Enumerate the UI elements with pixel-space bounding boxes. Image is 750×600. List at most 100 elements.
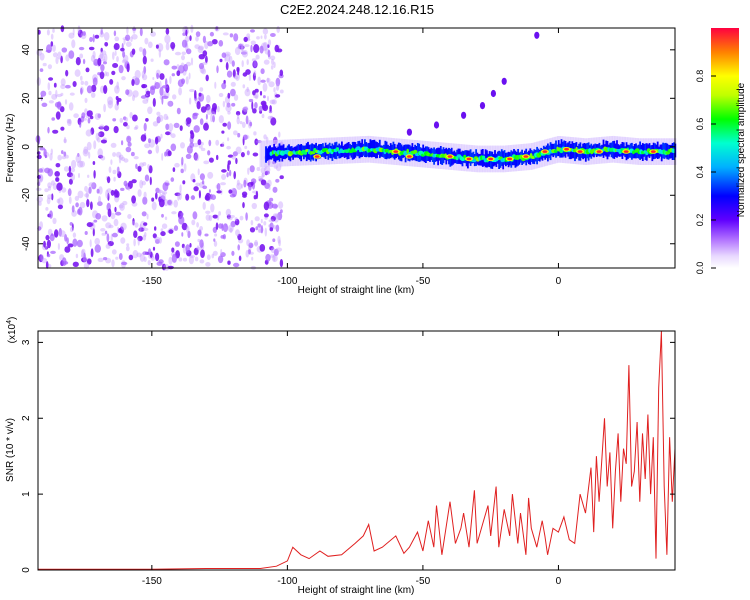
noise-cell [61, 47, 68, 53]
noise-cell [100, 155, 106, 161]
noise-cell [227, 260, 231, 265]
noise-cell [67, 188, 72, 197]
spectrogram-ticks: -150 -100 -50 0 -40 -20 0 20 40 [21, 28, 675, 287]
noise-cell [260, 79, 266, 83]
noise-cell [132, 250, 139, 259]
noise-cell [246, 59, 249, 66]
noise-cell [231, 155, 236, 160]
noise-cell [235, 111, 241, 116]
noise-cell [188, 97, 192, 105]
noise-cell [92, 50, 96, 59]
noise-cell [264, 34, 267, 40]
noise-cell [44, 167, 51, 174]
noise-cell [222, 122, 227, 127]
noise-cell [39, 68, 44, 72]
band-cell [372, 140, 374, 157]
noise-cell [47, 186, 52, 191]
noise-cell [253, 60, 257, 68]
noise-cell [141, 84, 146, 89]
noise-cell [227, 121, 232, 130]
noise-cell [268, 219, 275, 223]
noise-cell [57, 51, 62, 60]
noise-cell [111, 259, 115, 268]
noise-cell [57, 243, 61, 250]
noise-cell [144, 143, 151, 149]
noise-cell [211, 39, 218, 45]
noise-cell [79, 160, 85, 168]
noise-cell [77, 160, 84, 168]
noise-cell [151, 201, 157, 211]
band-hotspot [466, 157, 472, 161]
noise-cell [246, 86, 249, 93]
noise-cell [101, 232, 107, 236]
noise-cell [217, 214, 220, 221]
noise-cell [241, 46, 244, 54]
band-hotspot [542, 150, 548, 153]
noise-cell [165, 42, 170, 51]
noise-cell [221, 52, 227, 58]
noise-cell [176, 70, 181, 77]
noise-cell [275, 83, 280, 91]
noise-cell [241, 191, 248, 197]
noise-cell [101, 215, 108, 222]
band-hotspot [623, 150, 629, 153]
noise-cell [84, 193, 89, 198]
noise-cell [270, 65, 274, 70]
snr-series-line [38, 330, 676, 570]
noise-cell [125, 89, 130, 96]
noise-cell [222, 223, 229, 233]
snr-xlabel: Height of straight line (km) [298, 585, 415, 596]
noise-cell [200, 106, 207, 113]
noise-cell [86, 85, 93, 94]
noise-cell [203, 122, 209, 131]
noise-cell [141, 180, 146, 186]
noise-cell [84, 185, 88, 192]
noise-cell [165, 182, 170, 186]
noise-cell [199, 239, 204, 249]
snr-frame [37, 330, 676, 571]
noise-cell [112, 169, 117, 175]
noise-cell [226, 172, 229, 178]
noise-cell [139, 253, 145, 262]
noise-cell [137, 165, 142, 172]
noise-cell [75, 253, 79, 259]
noise-cell [69, 222, 73, 226]
noise-cell [178, 215, 185, 225]
noise-cell [66, 172, 74, 178]
noise-cell [97, 57, 102, 67]
noise-cell [267, 115, 273, 120]
noise-cell [205, 210, 211, 214]
noise-cell [131, 195, 137, 204]
noise-cell [133, 230, 138, 238]
noise-cell [207, 41, 214, 47]
noise-cell [108, 166, 112, 173]
noise-cell [181, 55, 185, 61]
noise-cell [242, 134, 248, 141]
noise-cell [217, 105, 220, 113]
noise-cell [114, 206, 117, 213]
noise-cell [152, 233, 157, 239]
noise-cell [127, 214, 132, 219]
noise-cell [112, 152, 117, 157]
noise-cell [38, 254, 44, 263]
noise-cell [111, 70, 116, 76]
noise-cell [48, 77, 54, 81]
noise-cell [113, 126, 119, 134]
noise-cell [182, 180, 186, 185]
noise-cell [72, 232, 77, 238]
noise-cell [185, 29, 188, 37]
noise-cell [75, 57, 81, 66]
noise-cell [205, 214, 211, 221]
y-tick-label: 3 [21, 339, 32, 345]
noise-cell [202, 201, 206, 210]
noise-cell [55, 56, 59, 65]
noise-cell [178, 87, 183, 96]
noise-cell [164, 151, 167, 157]
band-hotspot [507, 157, 513, 161]
noise-cell [52, 129, 59, 134]
noise-cell [241, 183, 244, 189]
noise-cell [176, 64, 180, 70]
noise-cell [113, 43, 120, 50]
noise-cell [113, 218, 119, 227]
noise-cell [116, 98, 119, 106]
